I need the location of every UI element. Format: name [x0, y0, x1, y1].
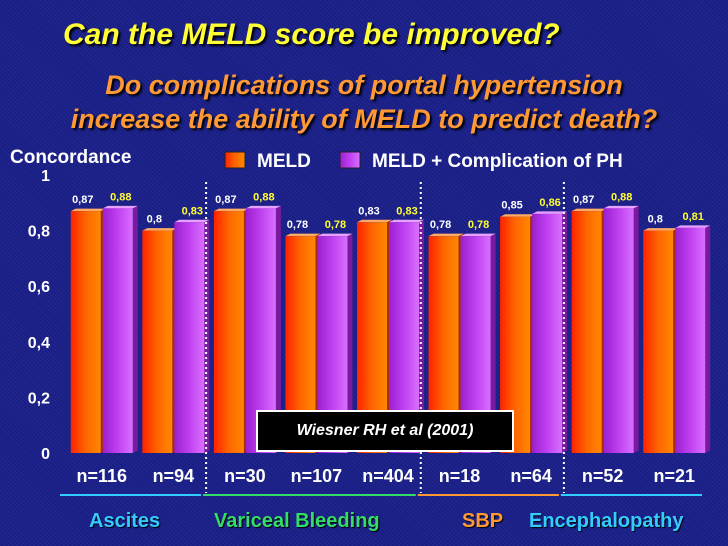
legend: MELD MELD + Complication of PH	[224, 151, 623, 172]
data-label: 0,88	[611, 191, 632, 203]
bar-meld-ph	[603, 208, 634, 453]
y-tick-label: 0,6	[28, 279, 50, 296]
x-tick-label: n=21	[653, 466, 695, 486]
bar-side	[347, 233, 353, 453]
bar-top	[603, 205, 639, 209]
bar-top	[532, 211, 568, 214]
data-label: 0,8	[147, 214, 162, 226]
bar-meld	[213, 211, 244, 453]
bar-top	[142, 228, 178, 231]
y-tick-label: 0,2	[28, 390, 50, 407]
group-label-encephalopathy: Encephalopathy	[529, 510, 684, 532]
bar-meld	[70, 211, 101, 453]
data-label: 0,88	[253, 191, 274, 203]
data-label: 0,78	[430, 219, 451, 231]
x-tick-label: n=30	[224, 466, 266, 486]
data-label: 0,83	[396, 205, 417, 217]
bar-top	[357, 219, 392, 223]
legend-label-meld-ph: MELD + Complication of PH	[372, 151, 623, 172]
bar-meld	[643, 230, 674, 453]
x-tick-label: n=52	[582, 466, 624, 486]
bar-top	[213, 208, 249, 212]
bar-meld	[142, 230, 173, 453]
data-label: 0,83	[182, 205, 203, 217]
bar-meld-ph	[102, 208, 133, 453]
citation-box: Wiesner RH et al (2001)	[256, 410, 514, 452]
bar-side	[633, 205, 639, 453]
bar-top	[643, 228, 679, 231]
data-label: 0,86	[539, 197, 560, 209]
data-label: 0,78	[325, 219, 346, 231]
data-label: 0,78	[287, 219, 308, 231]
bar-meld	[571, 211, 602, 453]
data-label: 0,85	[501, 200, 522, 212]
bar-top	[460, 233, 496, 237]
data-label: 0,88	[110, 191, 131, 203]
y-tick-label: 0,4	[28, 335, 50, 352]
x-tick-label: n=404	[362, 466, 414, 486]
y-tick-label: 0	[41, 446, 50, 463]
data-label: 0,87	[573, 194, 594, 206]
y-axis-label: Concordance	[10, 147, 131, 168]
bar-side	[490, 233, 496, 453]
x-tick-label: n=116	[77, 466, 128, 486]
bar-side	[132, 205, 138, 453]
bar-top	[500, 214, 536, 217]
bar-top	[285, 233, 321, 237]
bar-top	[102, 205, 138, 209]
y-tick-label: 0,8	[28, 224, 50, 241]
x-tick-label: n=64	[510, 466, 552, 486]
x-tick-label: n=18	[439, 466, 481, 486]
bar-top	[174, 219, 210, 223]
legend-swatch-meld	[224, 151, 246, 169]
bar-meld-ph	[675, 227, 706, 453]
bar-side	[275, 205, 281, 453]
data-label: 0,87	[215, 194, 236, 206]
x-tick-label: n=94	[153, 466, 195, 486]
chart-subtitle-line2: increase the ability of MELD to predict …	[70, 104, 658, 134]
bar-meld-ph	[532, 213, 563, 453]
bar-top	[675, 225, 711, 228]
bar-top	[317, 233, 353, 237]
group-label-ascites: Ascites	[89, 510, 161, 532]
bar-top	[245, 205, 281, 209]
bar-top	[571, 208, 607, 212]
bar-top	[70, 208, 106, 212]
chart-subtitle-line1: Do complications of portal hypertension	[105, 70, 623, 100]
bar-top	[428, 233, 464, 237]
group-label-sbp: SBP	[462, 510, 504, 532]
data-label: 0,83	[358, 205, 379, 217]
data-label: 0,78	[468, 219, 489, 231]
bar-side	[705, 225, 711, 453]
legend-swatch-meld-ph	[339, 151, 361, 169]
group-label-variceal-bleeding: Variceal Bleeding	[214, 510, 380, 532]
data-label: 0,8	[648, 214, 663, 226]
bar-meld-ph	[174, 222, 205, 453]
y-tick-label: 1	[41, 168, 50, 185]
data-label: 0,87	[72, 194, 93, 206]
data-label: 0,81	[683, 211, 704, 223]
chart-title: Can the MELD score be improved?	[63, 18, 560, 51]
bar-top	[389, 219, 424, 223]
x-tick-label: n=107	[291, 466, 343, 486]
legend-label-meld: MELD	[257, 151, 311, 172]
